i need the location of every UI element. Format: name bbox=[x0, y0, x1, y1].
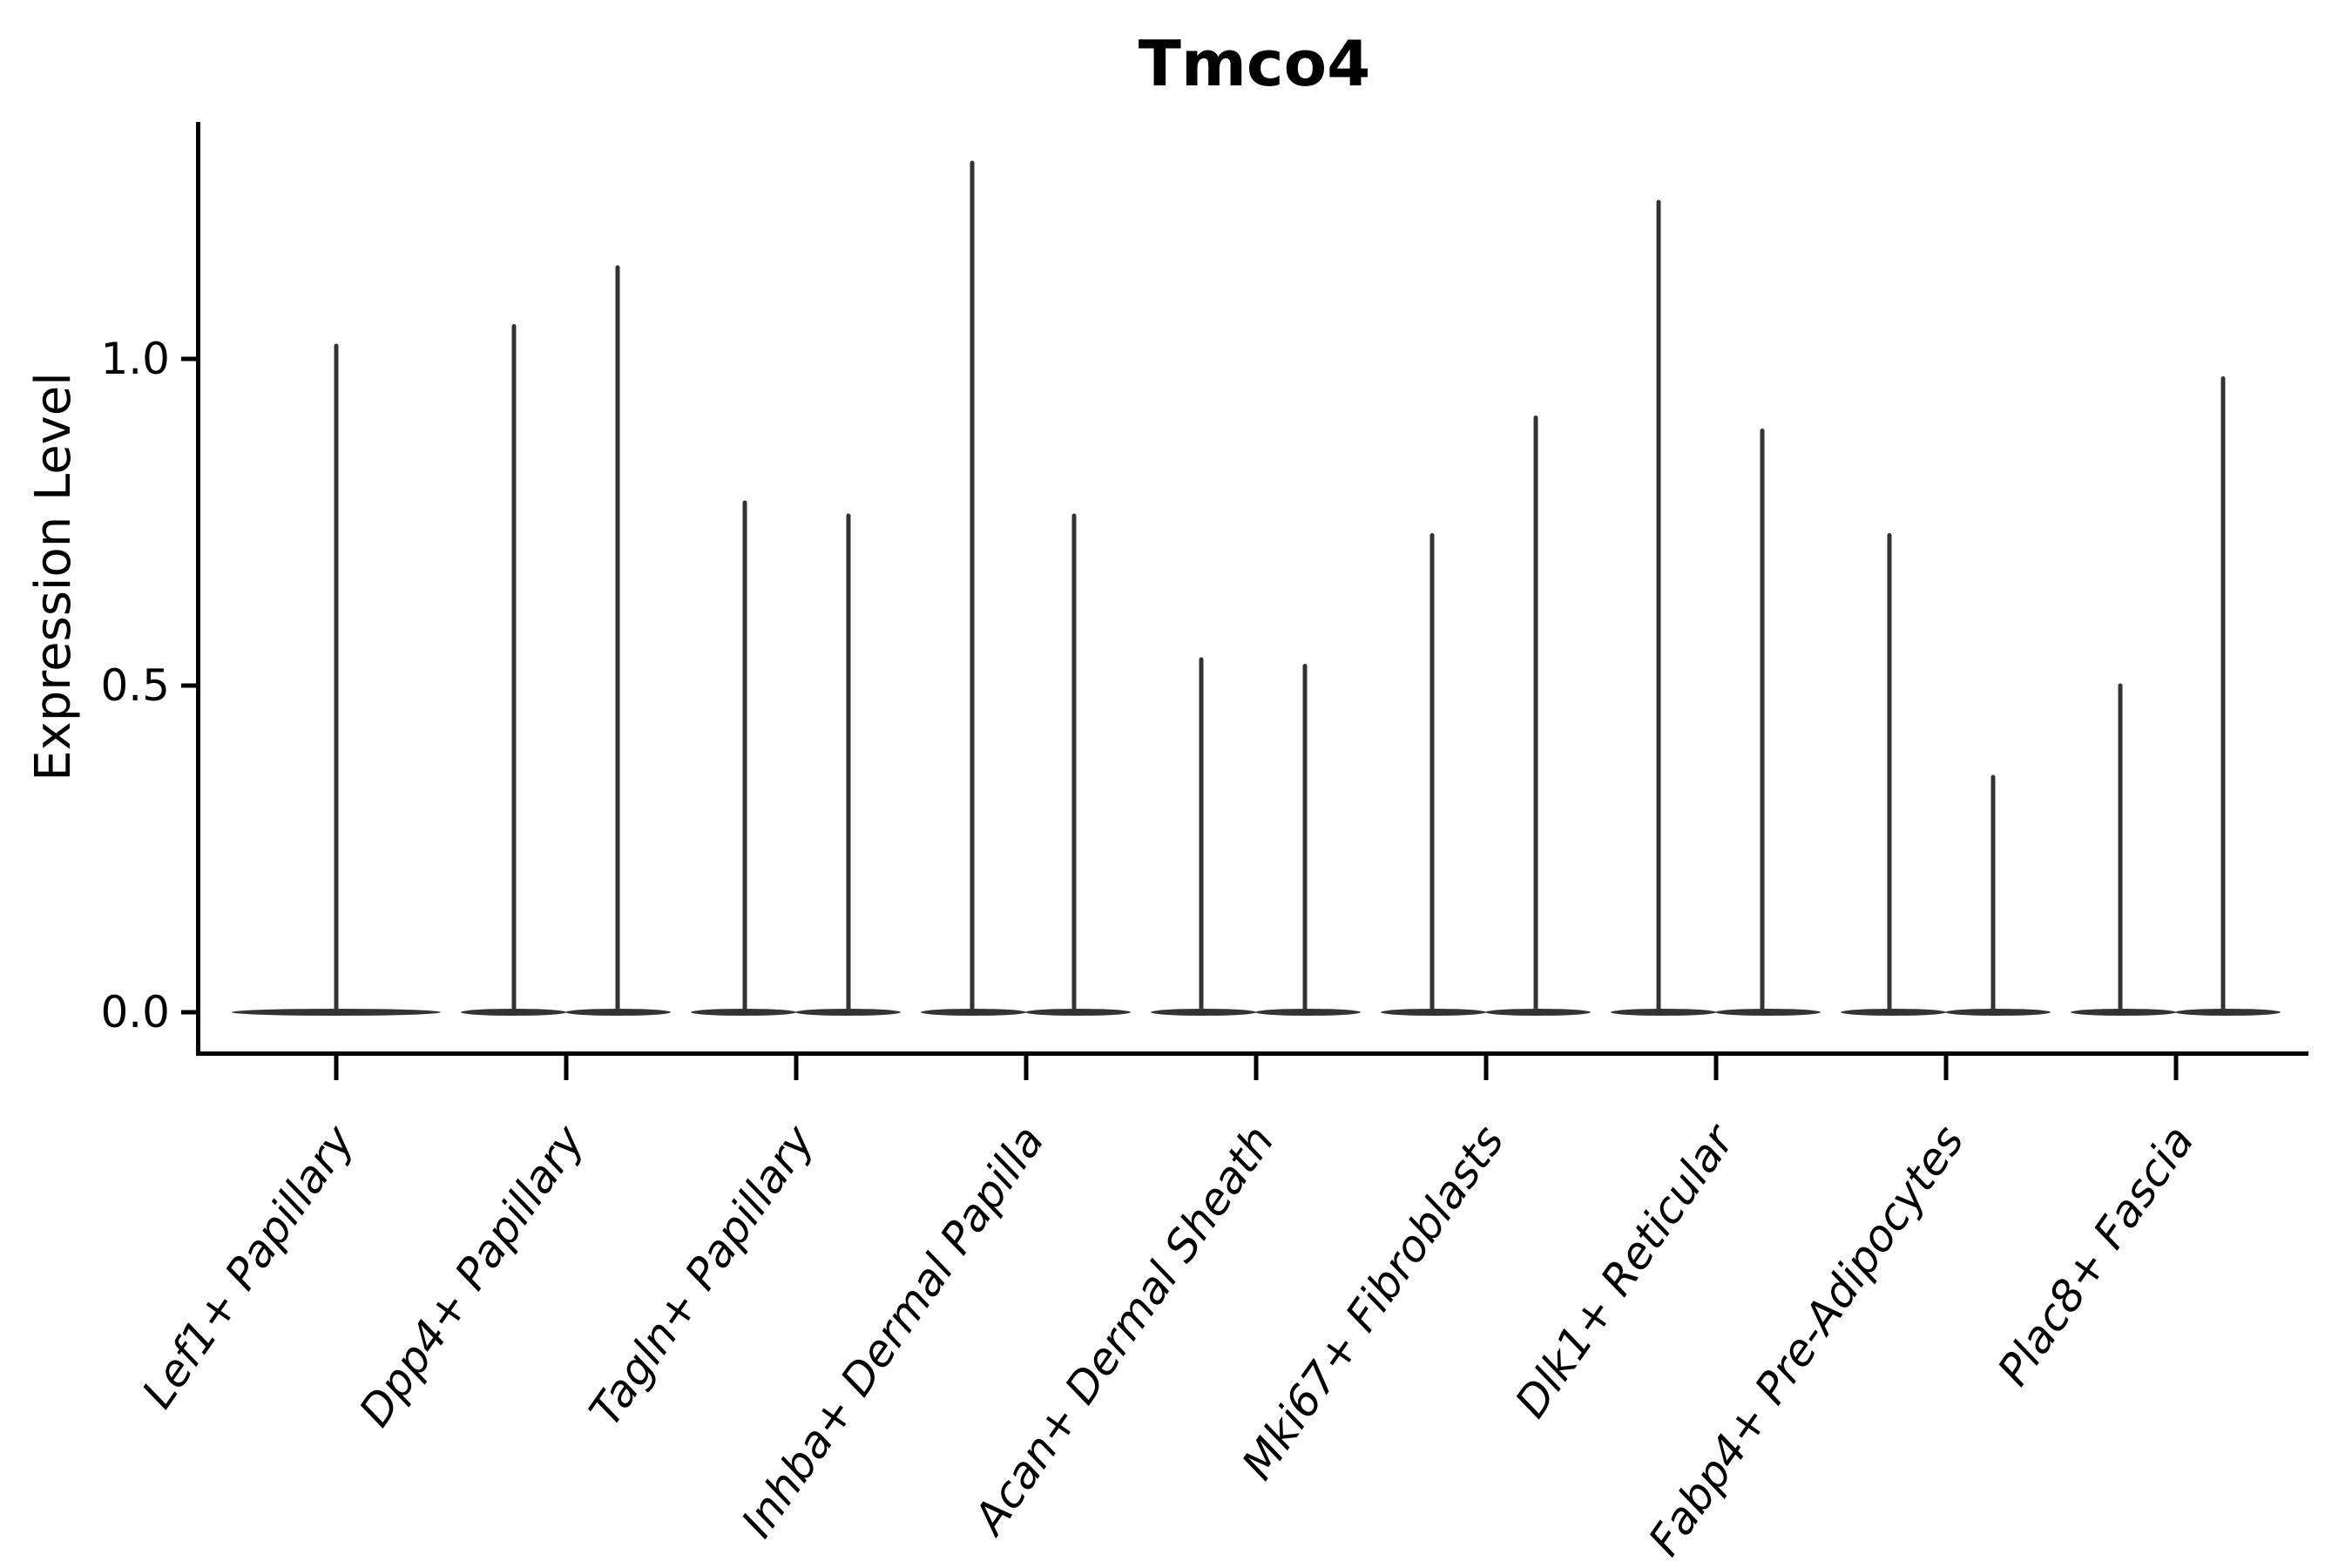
violin-baseline bbox=[2175, 1009, 2281, 1016]
x-tick-label: Plac8+ Fascia bbox=[1988, 1117, 2204, 1395]
x-tick-label: Lef1+ Papillary bbox=[132, 1115, 365, 1416]
violin-baseline bbox=[1715, 1009, 1821, 1016]
violin-baseline bbox=[1255, 1009, 1361, 1016]
x-axis-ticks bbox=[334, 1056, 2179, 1080]
violin-baseline bbox=[1025, 1009, 1131, 1016]
x-axis-labels: Lef1+ Papillary Dpp4+ Papillary Tagln+ P… bbox=[132, 1114, 2204, 1565]
violin-baseline bbox=[1485, 1009, 1591, 1016]
violin-baseline bbox=[1841, 1009, 1946, 1016]
x-tick-label: Mki67+ Fibroblasts bbox=[1232, 1117, 1513, 1489]
y-tick-label: 1.0 bbox=[100, 334, 170, 384]
y-tick-label: 0.0 bbox=[100, 987, 170, 1037]
y-axis-label: Expression Level bbox=[25, 372, 82, 781]
violin-baseline bbox=[1611, 1009, 1716, 1016]
x-tick-label: Dpp4+ Papillary bbox=[349, 1115, 595, 1435]
y-axis-ticks: 0.0 0.5 1.0 bbox=[100, 334, 196, 1037]
y-tick-label: 0.5 bbox=[100, 660, 170, 711]
chart-title: Tmco4 bbox=[1139, 27, 1370, 100]
violin-baseline bbox=[1945, 1009, 2051, 1016]
violin-baseline bbox=[2071, 1009, 2176, 1016]
x-tick-label: Tagln+ Papillary bbox=[579, 1115, 824, 1435]
x-tick-label: Dlk1+ Reticular bbox=[1505, 1114, 1746, 1427]
violin-baseline bbox=[1151, 1009, 1256, 1016]
violins-layer bbox=[232, 160, 2281, 1016]
